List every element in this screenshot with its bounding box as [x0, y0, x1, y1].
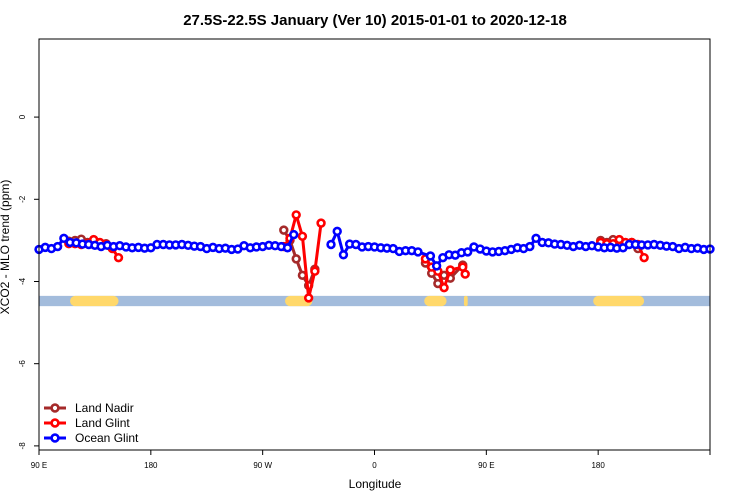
data-point	[425, 251, 436, 261]
data-point	[291, 254, 301, 264]
data-point	[338, 250, 349, 260]
y-tick-label: -8	[18, 442, 27, 450]
x-axis-label: Longitude	[349, 477, 402, 491]
legend-marker	[50, 433, 60, 443]
legend-marker	[50, 418, 60, 428]
data-point	[279, 225, 289, 235]
y-axis-label: XCO2 - MLO trend (ppm)	[0, 180, 12, 315]
series-line-segment	[300, 234, 311, 300]
series-ocean-glint	[34, 226, 715, 271]
data-point	[326, 239, 336, 250]
series-land-nadir	[64, 225, 643, 291]
land-mask-segment	[593, 295, 645, 307]
data-point	[316, 218, 326, 228]
data-point	[445, 265, 455, 275]
x-tick-label: 0	[372, 461, 377, 470]
ocean-mask-band	[39, 295, 710, 307]
data-point	[113, 252, 124, 263]
x-tick-label: 180	[144, 461, 158, 470]
data-point	[332, 226, 342, 237]
legend-marker	[50, 403, 60, 413]
data-point	[52, 241, 63, 252]
data-point	[525, 241, 535, 252]
x-tick-label: 90 E	[31, 461, 47, 470]
land-mask-segment	[424, 295, 447, 307]
land-mask-segment	[463, 295, 468, 307]
y-tick-label: -4	[18, 277, 27, 285]
data-point	[413, 247, 423, 257]
data-point	[639, 252, 649, 263]
data-point	[282, 243, 293, 253]
data-point	[460, 269, 470, 279]
land-mask	[39, 295, 710, 307]
x-tick-label: 90 W	[253, 461, 272, 470]
y-tick-label: -2	[18, 195, 27, 203]
data-point	[462, 247, 473, 257]
legend-label: Land Nadir	[75, 401, 134, 415]
y-axis: 0 -2 -4 -6 -8	[18, 114, 39, 449]
data-point	[310, 266, 320, 276]
data-point	[289, 229, 299, 240]
data-point	[531, 233, 541, 244]
land-mask-segment	[70, 295, 119, 307]
series-layer	[34, 210, 715, 303]
y-tick-label: -6	[18, 360, 27, 368]
data-point	[297, 231, 308, 241]
data-point	[439, 282, 449, 293]
x-axis: 90 E 180 90 W 0 90 E 180	[31, 450, 711, 470]
data-point	[303, 293, 314, 303]
data-point	[291, 210, 301, 220]
chart-title: 27.5S-22.5S January (Ver 10) 2015-01-01 …	[183, 12, 567, 29]
y-tick-label: 0	[18, 114, 27, 119]
x-tick-label: 180	[591, 461, 605, 470]
series-land-glint	[64, 210, 649, 303]
x-tick-label: 90 E	[478, 461, 494, 470]
data-point	[59, 233, 69, 244]
data-point	[431, 261, 442, 271]
legend-label: Ocean Glint	[75, 431, 139, 445]
legend-label: Land Glint	[75, 416, 130, 430]
series-line-segment	[313, 221, 323, 273]
